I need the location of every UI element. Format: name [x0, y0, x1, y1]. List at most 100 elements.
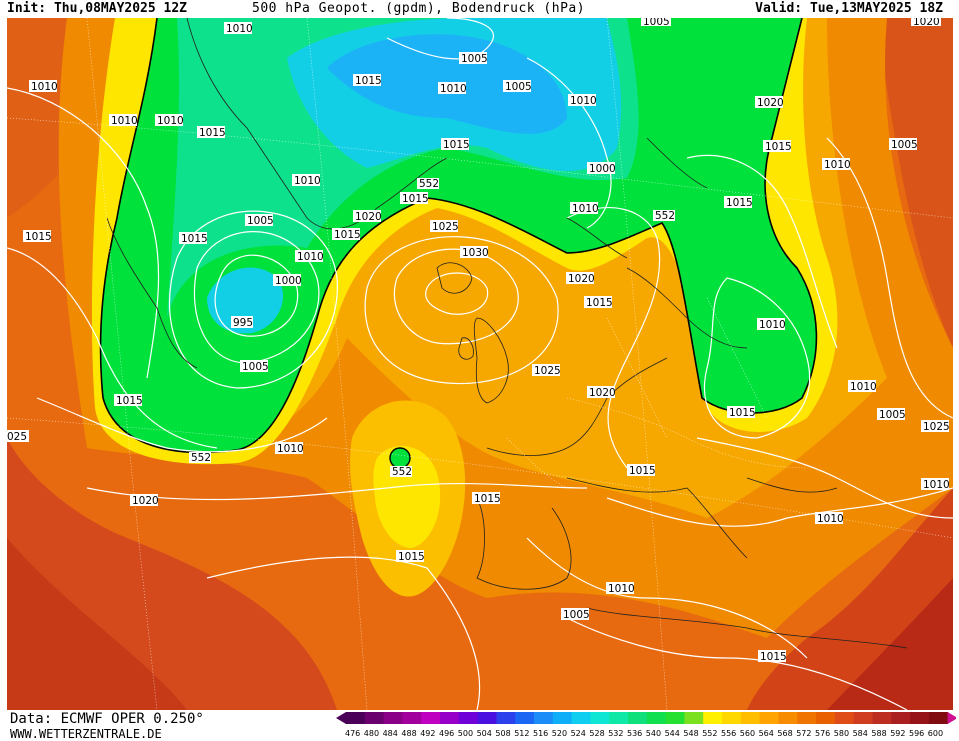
contour-label: 1010 — [815, 512, 844, 525]
colorbar-label: 484 — [382, 729, 398, 738]
contour-label: 1025 — [532, 364, 561, 377]
colorbar-label: 512 — [514, 729, 530, 738]
colorbar-label: 548 — [683, 729, 699, 738]
colorbar-cell — [703, 712, 723, 724]
contour-label: 1025 — [430, 220, 459, 233]
contour-label: 1020 — [130, 494, 159, 507]
svg-text:1005: 1005 — [461, 53, 488, 65]
contour-label: 1020 — [566, 272, 595, 285]
colorbar-cell — [609, 712, 629, 724]
contour-label: 1025 — [921, 420, 950, 433]
svg-text:1015: 1015 — [355, 75, 382, 87]
contour-label: 1010 — [606, 582, 635, 595]
svg-text:1010: 1010 — [226, 23, 253, 35]
svg-text:1010: 1010 — [297, 251, 324, 263]
colorbar-label: 528 — [589, 729, 605, 738]
colorbar-cell — [364, 712, 385, 724]
svg-text:1010: 1010 — [570, 95, 597, 107]
contour-label: 1010 — [568, 94, 597, 107]
coastlines — [106, 18, 908, 649]
colorbar-label: 592 — [890, 729, 906, 738]
colorbar-label: 536 — [627, 729, 643, 738]
colorbar-cell — [722, 712, 742, 724]
svg-text:1010: 1010 — [608, 583, 635, 595]
svg-text:1010: 1010 — [31, 81, 58, 93]
contour-label: 1015 — [332, 228, 361, 241]
colorbar-cell — [872, 712, 892, 724]
svg-text:552: 552 — [191, 452, 211, 464]
svg-text:1005: 1005 — [891, 139, 918, 151]
colorbar-cell — [740, 712, 761, 724]
init-time: Init: Thu,08MAY2025 12Z — [7, 1, 188, 16]
field-cyan-low — [207, 267, 283, 334]
colorbar-label: 496 — [439, 729, 455, 738]
svg-text:1020: 1020 — [913, 18, 940, 28]
colorbar-label: 488 — [401, 729, 417, 738]
colorbar-label: 520 — [551, 729, 568, 738]
borders — [7, 18, 953, 710]
contour-label: 1005 — [889, 138, 918, 151]
data-source: Data: ECMWF OPER 0.250° — [10, 711, 204, 727]
contour-552-line — [102, 18, 818, 454]
svg-text:1015: 1015 — [760, 651, 787, 663]
svg-text:1010: 1010 — [572, 203, 599, 215]
colorbar-cell — [628, 712, 648, 724]
svg-text:1015: 1015 — [474, 493, 501, 505]
colorbar-cell — [853, 712, 873, 724]
contour-label: 1010 — [29, 80, 58, 93]
contour-label: 1010 — [438, 82, 467, 95]
contour-label: 1015 — [584, 296, 613, 309]
svg-text:1010: 1010 — [277, 443, 304, 455]
contour-label: 1015 — [23, 230, 52, 243]
svg-text:1015: 1015 — [398, 551, 425, 563]
svg-text:1015: 1015 — [726, 197, 753, 209]
svg-text:1005: 1005 — [242, 361, 269, 373]
svg-text:1020: 1020 — [568, 273, 595, 285]
colorbar-label: 492 — [420, 729, 436, 738]
contour-label: 1010 — [155, 114, 184, 127]
svg-text:1025: 1025 — [432, 221, 459, 233]
colorbar-cell — [891, 712, 911, 724]
contour-label: 1010 — [822, 158, 851, 171]
contour-label: 1015 — [627, 464, 656, 477]
svg-text:1015: 1015 — [199, 127, 226, 139]
contour-label: 1000 — [587, 162, 616, 175]
contour-label: 552 — [653, 210, 675, 222]
contour-label: 552 — [189, 452, 211, 464]
contour-label: 1015 — [400, 192, 429, 205]
svg-text:1020: 1020 — [132, 495, 159, 507]
contour-label: 1030 — [460, 246, 489, 259]
header-bar: Init: Thu,08MAY2025 12Z 500 hPa Geopot. … — [0, 0, 959, 18]
svg-text:1010: 1010 — [157, 115, 184, 127]
colorbar-label: 560 — [739, 729, 756, 738]
contour-552-line-west — [99, 18, 158, 399]
svg-text:1005: 1005 — [505, 81, 532, 93]
svg-text:1015: 1015 — [334, 229, 361, 241]
contour-label: 1010 — [921, 478, 950, 491]
colorbar-label: 576 — [815, 729, 831, 738]
svg-text:1010: 1010 — [759, 319, 786, 331]
colorbar-label: 588 — [871, 729, 887, 738]
valid-time: Valid: Tue,13MAY2025 18Z — [755, 1, 943, 16]
colorbar-label: 596 — [909, 729, 925, 738]
contour-label: 1005 — [459, 52, 488, 65]
colorbar-cell — [590, 712, 610, 724]
colorbar-left-arrow — [336, 712, 346, 724]
colorbar-cell — [552, 712, 573, 724]
colorbar-cell — [421, 712, 441, 724]
contour-label: 1010 — [295, 250, 324, 263]
colorbar-cell — [646, 712, 667, 724]
svg-text:1030: 1030 — [462, 247, 489, 259]
colorbar-cell — [383, 712, 403, 724]
svg-text:1010: 1010 — [850, 381, 877, 393]
svg-text:1015: 1015 — [443, 139, 470, 151]
colorbar-cell — [571, 712, 591, 724]
contour-label: 025 — [7, 430, 29, 443]
svg-text:1010: 1010 — [294, 175, 321, 187]
contour-label: 1010 — [292, 174, 321, 187]
colorbar-label: 508 — [495, 729, 511, 738]
colorbar-label: 568 — [777, 729, 793, 738]
colorbar-label: 572 — [796, 729, 812, 738]
contour-label: 552 — [417, 178, 439, 190]
colorbar-cell — [496, 712, 516, 724]
